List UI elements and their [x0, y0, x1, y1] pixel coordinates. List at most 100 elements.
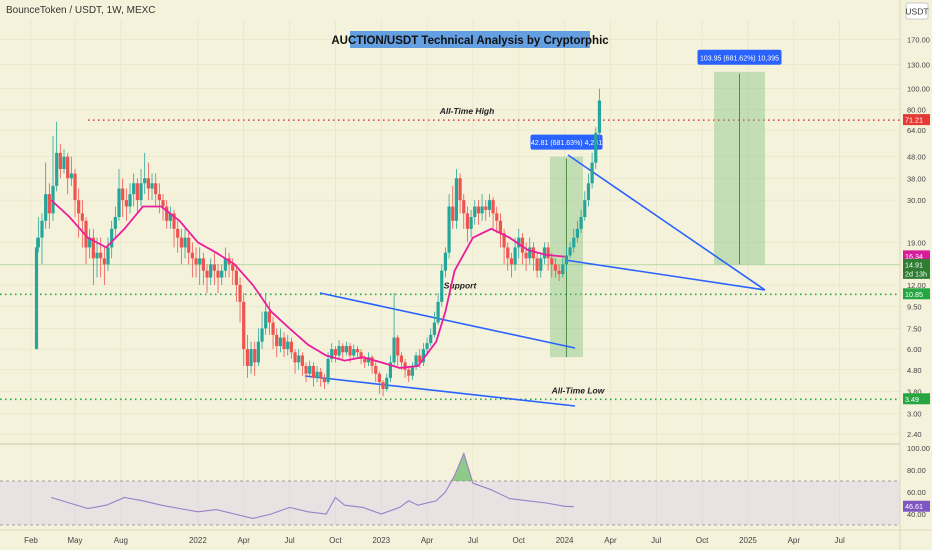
candle-body: [436, 301, 440, 323]
y-tick-label: 6.00: [907, 345, 922, 354]
candle-body: [69, 173, 73, 179]
candle-body: [289, 341, 293, 353]
x-tick-label: Jul: [835, 536, 845, 545]
x-tick-label: 2025: [739, 536, 757, 545]
wedge2-lower-line: [564, 259, 766, 291]
candle-body: [62, 156, 66, 169]
candle-body: [106, 247, 110, 265]
candle-body: [300, 355, 304, 367]
candle-body: [256, 341, 260, 363]
candle-body: [359, 352, 363, 359]
rsi-tick-label: 80.00: [907, 466, 926, 475]
candle-body: [440, 270, 444, 302]
rsi-band: [0, 481, 900, 525]
candle-body: [77, 200, 81, 214]
candle-body: [220, 270, 224, 278]
x-tick-label: May: [67, 536, 82, 545]
x-tick-label: Apr: [237, 536, 250, 545]
candle-body: [135, 183, 139, 201]
candle-body: [260, 328, 264, 342]
candle-body: [73, 173, 77, 201]
candle-body: [264, 311, 268, 329]
candle-body: [304, 366, 308, 374]
x-tick-label: Apr: [421, 536, 434, 545]
candle-body: [275, 334, 279, 347]
y-tick-label: 3.00: [907, 409, 922, 418]
measurement-label: 42.81 (681.63%) 4,281: [531, 140, 602, 147]
rsi-line: [51, 451, 574, 519]
y-tick-label: 38.00: [907, 174, 926, 183]
candle-body: [374, 366, 378, 374]
candle-body: [102, 258, 106, 265]
candle-body: [55, 152, 59, 186]
candle-body: [513, 247, 517, 265]
candle-body: [249, 349, 253, 367]
candle-body: [443, 252, 448, 271]
candle-body: [355, 349, 359, 353]
candle-body: [454, 178, 459, 221]
price-badge-label: 10.85: [905, 290, 923, 299]
candle-body: [47, 194, 51, 214]
candle-body: [110, 228, 114, 248]
candle-body: [194, 258, 198, 265]
candle-body: [198, 258, 202, 265]
measurement-label-bg: [697, 49, 782, 65]
y-tick-label: 12.00: [907, 281, 926, 290]
x-tick-label: Apr: [788, 536, 801, 545]
candle-body: [399, 355, 404, 363]
price-badge: [903, 250, 930, 262]
rsi-tick-label: 60.00: [907, 488, 926, 497]
grid: [0, 20, 900, 525]
candle-body: [84, 220, 88, 248]
y-tick-label: 30.00: [907, 196, 926, 205]
candle-body: [161, 200, 165, 207]
candle-body: [502, 233, 506, 248]
candle-body: [58, 152, 62, 169]
candle-body: [572, 237, 576, 248]
candle-body: [146, 178, 150, 189]
candle-body: [183, 237, 187, 248]
candle-body: [124, 200, 128, 207]
candle-body: [546, 247, 550, 259]
candle-body: [154, 183, 158, 195]
price-badge: [903, 267, 930, 279]
x-tick-label: Oct: [696, 536, 709, 545]
candle-body: [117, 188, 121, 218]
candle-body: [293, 352, 297, 363]
candle-body: [322, 377, 326, 383]
rsi-value-badge: [903, 500, 930, 512]
candle-body: [205, 270, 209, 278]
candle-body: [469, 217, 473, 229]
x-tick-label: 2024: [556, 536, 574, 545]
candle-body: [564, 255, 569, 265]
candle-body: [157, 194, 161, 201]
candle-body: [51, 185, 55, 214]
candle-body: [216, 270, 220, 278]
candle-body: [432, 322, 437, 335]
symbol-line: BounceToken / USDT, 1W, MEXC: [6, 5, 156, 16]
candle-body: [333, 349, 337, 356]
candle-body: [238, 284, 242, 302]
candle-body: [352, 349, 356, 356]
candle-body: [594, 132, 598, 163]
rsi-value-label: 46.61: [905, 502, 923, 511]
candle-body: [484, 206, 488, 210]
x-tick-label: Jul: [284, 536, 294, 545]
candle-body: [187, 237, 191, 253]
candle-body: [597, 100, 602, 133]
candle-body: [201, 258, 205, 271]
candle-body: [308, 366, 312, 374]
chart-title: AUCTION/USDT Technical Analysis by Crypt…: [331, 35, 609, 47]
candle-body: [278, 337, 282, 347]
candle-body: [286, 341, 290, 350]
candle-body: [223, 258, 227, 271]
candle-body: [542, 247, 547, 259]
candle-body: [407, 369, 411, 376]
candle-body: [524, 252, 528, 259]
candle-body: [575, 228, 580, 238]
candle-body: [583, 200, 587, 218]
currency-box[interactable]: [905, 2, 929, 20]
candle-body: [498, 220, 503, 234]
